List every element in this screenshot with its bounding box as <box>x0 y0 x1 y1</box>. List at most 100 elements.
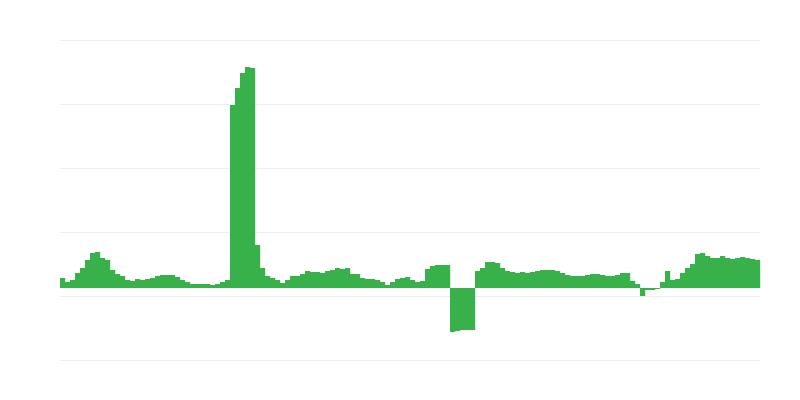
bar <box>705 256 711 288</box>
bar <box>100 258 106 288</box>
bar <box>160 275 166 288</box>
bar <box>70 280 76 288</box>
bar <box>145 279 151 288</box>
bar <box>220 282 226 288</box>
bar <box>205 284 211 288</box>
bar <box>170 275 176 288</box>
bar <box>675 279 681 288</box>
bar <box>535 271 541 288</box>
bar <box>285 280 291 288</box>
bar <box>80 268 86 288</box>
bar <box>230 105 236 288</box>
bar <box>740 257 746 288</box>
bar <box>315 272 321 288</box>
bar <box>755 260 761 288</box>
bar <box>245 67 251 288</box>
bar <box>450 288 456 332</box>
bar <box>395 279 401 288</box>
bar <box>530 272 536 288</box>
bar <box>545 270 551 288</box>
bar <box>620 273 626 288</box>
bar <box>165 275 171 288</box>
bar <box>700 253 706 288</box>
bar <box>270 278 276 288</box>
bar <box>510 272 516 288</box>
bar <box>225 280 231 288</box>
bar <box>585 275 591 288</box>
bar <box>555 271 561 288</box>
bar <box>660 282 666 288</box>
bar <box>310 272 316 288</box>
bar <box>210 285 216 288</box>
bar <box>475 271 481 288</box>
bar <box>490 262 496 288</box>
bar <box>125 280 131 288</box>
bar <box>405 277 411 288</box>
bar <box>410 280 416 288</box>
bar <box>695 254 701 288</box>
bar <box>105 260 111 288</box>
bar <box>185 282 191 288</box>
bar <box>120 276 126 288</box>
bar <box>610 276 616 288</box>
gridlines <box>60 40 760 361</box>
bar <box>730 259 736 288</box>
bar <box>710 258 716 288</box>
bar <box>580 276 586 288</box>
bar <box>350 274 356 288</box>
bar <box>430 266 436 288</box>
bar <box>520 272 526 288</box>
bar <box>150 278 156 288</box>
bar <box>60 278 66 288</box>
bar <box>590 274 596 288</box>
bar <box>440 265 446 288</box>
bar <box>575 276 581 288</box>
bar <box>180 280 186 288</box>
bar <box>640 288 646 296</box>
bar <box>500 268 506 288</box>
bar <box>380 282 386 288</box>
bar <box>330 270 336 288</box>
bar <box>420 281 426 288</box>
bar <box>200 284 206 288</box>
bar <box>540 270 546 288</box>
bar <box>250 68 256 288</box>
bar <box>295 276 301 288</box>
bar <box>235 88 241 288</box>
bar <box>360 278 366 288</box>
bar <box>650 288 656 290</box>
bar <box>290 276 296 288</box>
bar <box>65 282 71 288</box>
bar <box>370 279 376 288</box>
bar <box>85 260 91 288</box>
bar <box>745 258 751 288</box>
bar <box>725 258 731 288</box>
bar <box>625 273 631 288</box>
bars <box>60 67 761 332</box>
bar <box>495 263 501 288</box>
bar <box>355 274 361 288</box>
bar <box>665 271 671 288</box>
bar <box>275 280 281 288</box>
bar <box>75 273 81 288</box>
bar <box>110 270 116 288</box>
bar <box>140 280 146 288</box>
bar <box>385 285 391 288</box>
bar <box>550 270 556 288</box>
bar <box>735 258 741 288</box>
bar <box>95 252 101 288</box>
bar <box>195 284 201 288</box>
bar <box>255 245 261 288</box>
bar <box>525 273 531 288</box>
bar <box>605 276 611 288</box>
bar <box>560 273 566 288</box>
bar <box>435 265 441 288</box>
bar <box>155 276 161 288</box>
bar <box>325 271 331 288</box>
bar <box>300 274 306 288</box>
bar <box>305 271 311 288</box>
bar <box>115 274 121 288</box>
bar <box>565 275 571 288</box>
bar <box>570 276 576 288</box>
